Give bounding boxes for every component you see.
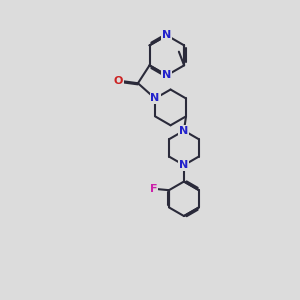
Text: N: N: [179, 126, 189, 136]
Text: N: N: [179, 160, 189, 170]
Text: F: F: [150, 184, 158, 194]
Text: O: O: [114, 76, 123, 86]
Text: N: N: [162, 70, 172, 80]
Text: N: N: [162, 30, 172, 40]
Text: N: N: [150, 94, 160, 103]
